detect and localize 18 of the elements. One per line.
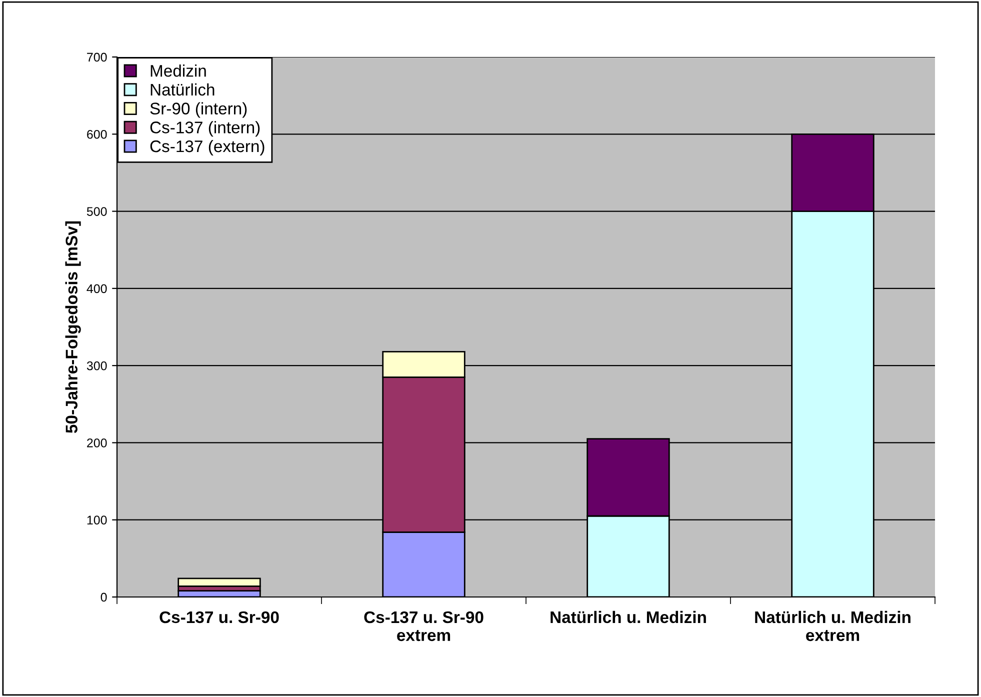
y-tick-label: 400 [86, 284, 107, 294]
x-tick-label: Cs-137 u. Sr-90 [160, 611, 279, 624]
legend-label: Medizin [150, 64, 206, 77]
legend-label: Cs-137 (intern) [150, 121, 260, 137]
y-tick-label: 200 [87, 438, 107, 448]
x-tick-label: Cs-137 u. Sr-90 extrem [364, 611, 484, 642]
legend-label: Natürlich [150, 83, 214, 96]
y-tick-label: 500 [86, 207, 107, 216]
y-tick-label: 300 [86, 361, 107, 370]
y-tick-label: 700 [87, 52, 107, 62]
x-tick-label: Natürlich u. Medizin extrem [755, 610, 910, 642]
legend-label: Cs-137 (extern) [150, 140, 264, 156]
y-axis-title: 50-Jahre-Folgedosis [mSv] [65, 221, 81, 433]
y-tick-label: 100 [87, 516, 107, 525]
y-tick-label: 0 [100, 592, 107, 602]
x-tick-label: Natürlich u. Medizin [550, 610, 706, 624]
y-tick-label: 600 [87, 130, 107, 139]
legend-label: Sr-90 (intern) [150, 102, 247, 118]
